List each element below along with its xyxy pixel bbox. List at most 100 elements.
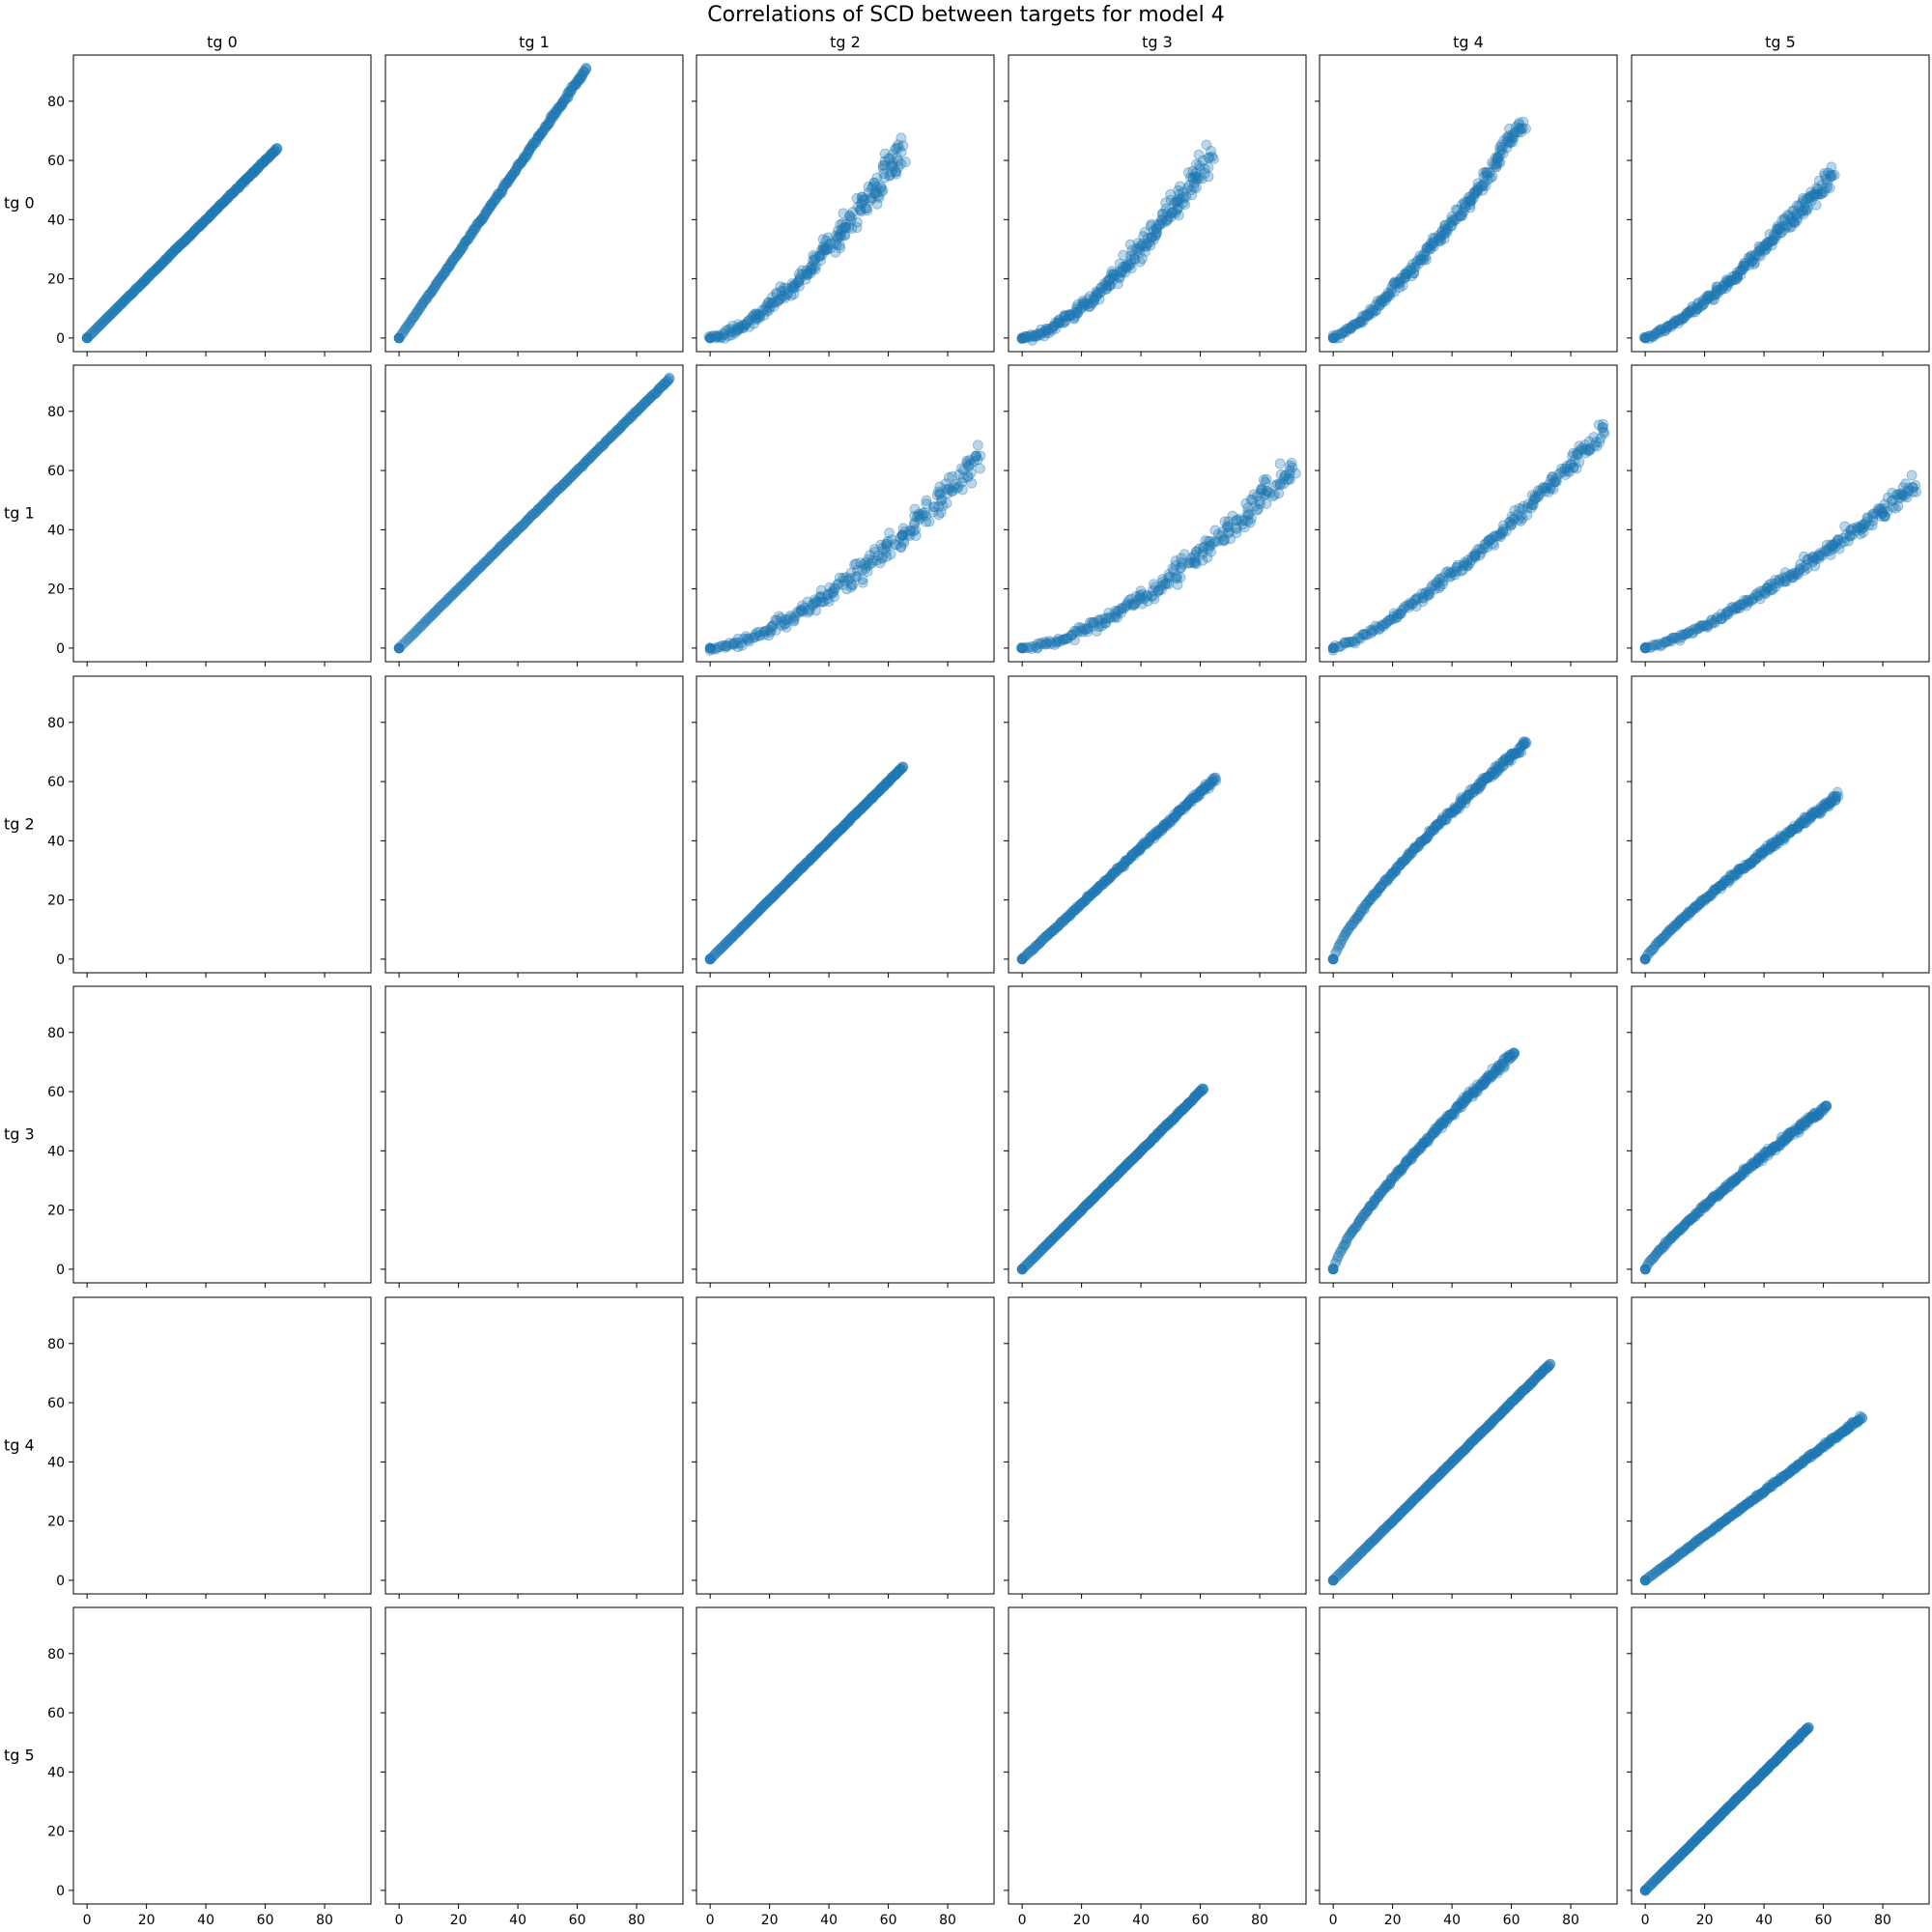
scatter-point [1204, 152, 1215, 163]
scatter-point [885, 549, 896, 560]
scatter-point [104, 309, 116, 321]
scatter-point [90, 324, 101, 335]
scatter-point [242, 173, 253, 184]
scatter-point [121, 294, 131, 304]
scatter-point [183, 231, 194, 242]
scatter-point [117, 298, 128, 308]
plot-area [696, 365, 994, 662]
scatter-point [204, 211, 215, 222]
subplot-3-4 [1315, 985, 1618, 1288]
y-tick-label: 0 [56, 641, 65, 657]
y-tick-label: 20 [47, 1515, 65, 1530]
scatter-point [179, 236, 190, 247]
scatter-point [192, 222, 204, 233]
scatter-point [252, 162, 264, 174]
scatter-point [149, 265, 160, 276]
scatter-point [181, 235, 192, 245]
scatter-point [867, 183, 877, 194]
y-tick-label: 60 [47, 775, 65, 790]
scatter-point [140, 274, 152, 286]
row-label: tg 0 [4, 194, 35, 213]
y-tick-label: 20 [47, 894, 65, 909]
scatter-point [201, 213, 213, 225]
scatter-point [210, 205, 221, 216]
scatter-point [247, 166, 259, 178]
scatter-point [210, 204, 221, 215]
scatter-point [176, 238, 187, 249]
scatter-point [199, 216, 210, 227]
scatter-point [150, 264, 161, 275]
subplot-1-2 [692, 364, 995, 667]
scatter-point [241, 173, 252, 185]
scatter-point [921, 495, 932, 506]
y-tick-label: 0 [56, 1263, 65, 1278]
subplot-1-1 [381, 364, 684, 667]
scatter-point [217, 198, 229, 209]
scatter-point [126, 289, 137, 300]
scatter-point [250, 165, 262, 176]
scatter-point [248, 167, 260, 179]
scatter-point [115, 299, 127, 310]
scatter-point [122, 293, 132, 304]
scatter-point [142, 271, 154, 282]
scatter-point [191, 222, 203, 234]
scatter-point [221, 193, 232, 205]
y-tick-label: 40 [47, 1455, 65, 1470]
scatter-point [129, 285, 140, 297]
subplot-2-4 [1315, 675, 1618, 978]
subplot-2-2 [692, 675, 995, 978]
scatter-point [857, 195, 867, 206]
scatter-point [174, 240, 185, 251]
scatter-point [136, 277, 148, 289]
scatter-point [223, 190, 235, 201]
scatter-point [208, 207, 219, 218]
scatter-point [228, 186, 240, 198]
scatter-point [225, 188, 237, 200]
scatter-point [1280, 469, 1292, 481]
scatter-point [118, 296, 129, 307]
scatter-point [110, 304, 122, 315]
column-title: tg 0 [207, 33, 238, 51]
scatter-point [975, 450, 986, 462]
scatter-point [213, 200, 225, 212]
scatter-point [229, 185, 241, 197]
scatter-point [1598, 426, 1609, 438]
scatter-point [875, 183, 887, 194]
scatter-point [182, 233, 192, 244]
scatter-point [190, 224, 201, 236]
scatter-point [169, 243, 181, 255]
scatter-point [158, 256, 170, 267]
scatter-point [207, 208, 218, 219]
scatter-point [149, 266, 159, 277]
scatter-point [180, 234, 191, 245]
scatter-point [704, 953, 716, 965]
scatter-point [231, 184, 242, 194]
scatter-point [231, 183, 242, 194]
scatter-point [240, 175, 251, 185]
y-tick-label: 60 [47, 154, 65, 169]
scatter-point [107, 306, 119, 318]
scatter-point [851, 216, 863, 228]
scatter-point [393, 642, 405, 654]
scatter-point [212, 203, 223, 214]
scatter-point [255, 159, 266, 171]
y-tick-label: 40 [47, 523, 65, 538]
scatter-point [219, 194, 231, 206]
y-tick-label: 20 [47, 1204, 65, 1219]
scatter-point [113, 300, 125, 312]
scatter-point [220, 194, 232, 206]
scatter-point [664, 373, 675, 384]
scatter-point [194, 221, 205, 233]
scatter-point [188, 226, 199, 238]
scatter-point [917, 509, 928, 521]
scatter-point [200, 213, 212, 225]
scatter-point [248, 166, 260, 178]
scatter-point [203, 212, 214, 223]
scatter-point [119, 296, 129, 306]
scatter-point [238, 176, 249, 187]
subplot-0-1: tg 1 [381, 33, 684, 356]
scatter-point [108, 305, 120, 317]
scatter-point [124, 290, 135, 301]
subplot-0-5: tg 5 [1627, 33, 1930, 356]
